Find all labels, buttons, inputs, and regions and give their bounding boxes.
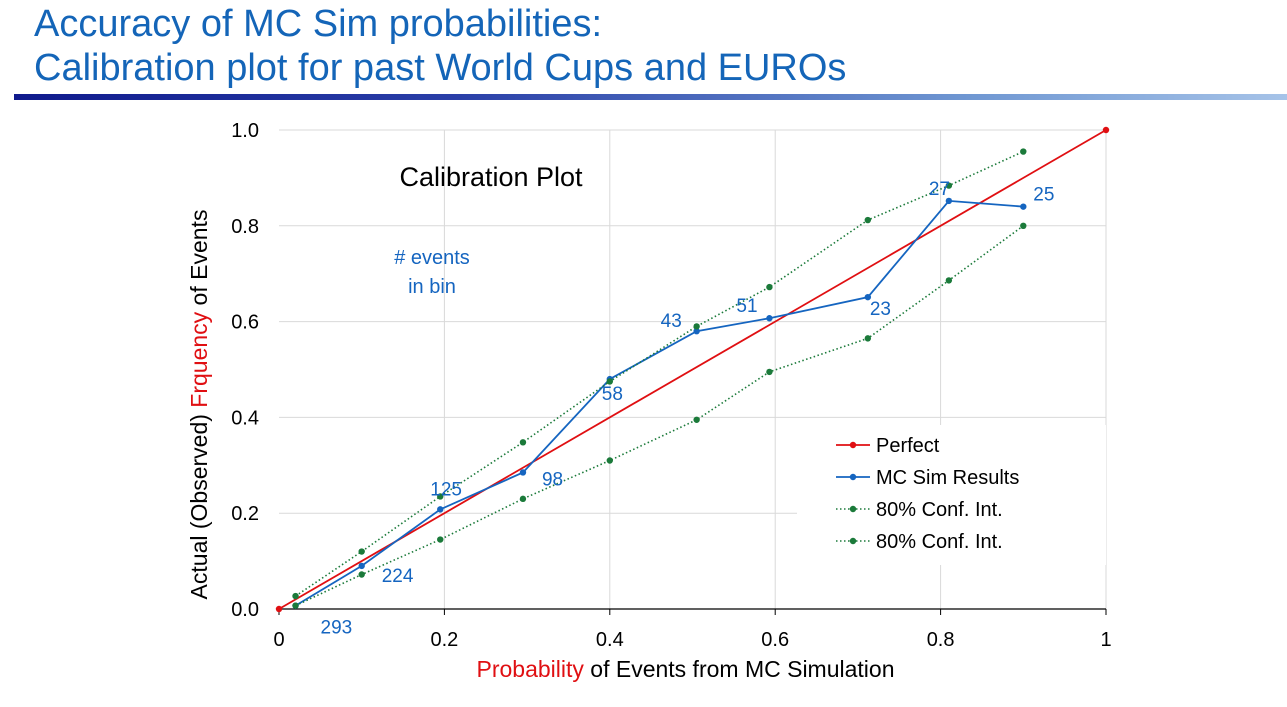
- bin-count-label: 23: [870, 299, 891, 320]
- label-layer: 293 224 125 98 58 43 51 23 27 25: [321, 179, 1055, 639]
- point-mc-sim: [693, 327, 700, 335]
- slide-title-line1: Accuracy of MC Sim probabilities:: [34, 3, 603, 45]
- point-mc-sim: [1020, 203, 1027, 210]
- bin-count-label: 25: [1033, 185, 1054, 206]
- slide-title-line2: Calibration plot for past World Cups and…: [34, 47, 847, 89]
- point-mc-sim: [945, 197, 953, 205]
- y-tick-label: 0.4: [231, 407, 259, 429]
- point-conf-upper: [945, 182, 953, 189]
- point-conf-upper: [693, 323, 700, 330]
- y-axis-label: Actual (Observed) Frquency of Events: [186, 210, 212, 600]
- point-perfect: [1102, 126, 1110, 134]
- point-conf-upper: [292, 592, 299, 600]
- legend-entry-label: MC Sim Results: [876, 467, 1019, 489]
- series-line-conf-upper: [295, 150, 1024, 597]
- point-mc-sim: [519, 469, 527, 476]
- legend-entry-label: 80% Conf. Int.: [876, 499, 1003, 521]
- point-conf-upper: [358, 548, 365, 555]
- point-conf-upper: [519, 439, 527, 446]
- axis-layer: 0 0.2 0.4 0.6 0.8 1 0.0 0.2 0.4 0.6 0.8 1.0 Probabil…: [186, 120, 1112, 682]
- point-mc-sim: [864, 293, 872, 301]
- y-tick-label: 1.0: [231, 120, 259, 142]
- legend-swatch-point: [849, 473, 857, 481]
- point-mc-sim: [358, 562, 365, 570]
- bin-count-label: 27: [929, 179, 950, 200]
- x-tick-label: 0: [273, 629, 284, 651]
- bin-count-label: 224: [382, 566, 414, 587]
- legend-entry-label: 80% Conf. Int.: [876, 531, 1003, 553]
- y-tick-label: 0.2: [231, 503, 259, 525]
- y-tick-label: 0.0: [231, 599, 259, 621]
- point-conf-lower: [1020, 222, 1027, 229]
- x-tick-label: 0.2: [430, 629, 458, 651]
- chart-title: Calibration Plot: [399, 162, 583, 192]
- x-tick-label: 1: [1100, 629, 1111, 651]
- series-line-conf-lower: [295, 225, 1024, 607]
- y-tick-label: 0.6: [231, 312, 259, 334]
- x-tick-label: 0.6: [761, 629, 789, 651]
- point-perfect: [275, 605, 283, 613]
- bin-count-label: 98: [542, 469, 563, 490]
- point-conf-upper: [437, 493, 444, 500]
- y-tick-label: 0.8: [231, 216, 259, 238]
- title-underline: [14, 94, 1287, 100]
- point-conf-lower: [292, 602, 299, 609]
- point-conf-lower: [945, 277, 953, 284]
- point-conf-lower: [693, 416, 700, 423]
- point-conf-lower: [766, 368, 773, 376]
- slide-title: Accuracy of MC Sim probabilities: Calibr…: [34, 2, 846, 90]
- point-conf-upper: [606, 378, 613, 385]
- legend-swatch-point: [849, 537, 857, 545]
- annotation-line2: in bin: [408, 276, 456, 298]
- point-conf-upper: [864, 216, 872, 224]
- bin-count-label: 125: [430, 479, 462, 500]
- legend-entry-label: Perfect: [876, 435, 940, 457]
- point-conf-lower: [358, 571, 365, 578]
- bin-count-label: 43: [661, 311, 682, 332]
- bin-count-label: 51: [736, 296, 757, 317]
- legend: Perfect MC Sim Results 80% Conf. Int. 80% C…: [797, 425, 1106, 565]
- point-conf-lower: [437, 536, 444, 543]
- bin-count-label: 58: [602, 384, 623, 405]
- point-conf-lower: [519, 495, 527, 503]
- legend-swatch-point: [849, 441, 857, 449]
- point-mc-sim: [437, 506, 444, 513]
- bin-count-label: 293: [321, 618, 353, 639]
- series-line-mc-sim: [295, 199, 1024, 607]
- point-conf-lower: [864, 335, 872, 342]
- annotation-line1: # events: [394, 247, 470, 269]
- series-line-perfect: [278, 129, 1107, 610]
- x-tick-label: 0.8: [927, 629, 955, 651]
- x-axis-label: Probability of Events from MC Simulation: [477, 656, 895, 682]
- x-tick-label: 0.4: [596, 629, 624, 651]
- point-conf-lower: [606, 457, 613, 464]
- point-conf-upper: [1020, 148, 1027, 155]
- point-mc-sim: [766, 315, 773, 322]
- point-conf-upper: [766, 283, 773, 291]
- series-layer: [275, 126, 1110, 613]
- legend-swatch-point: [849, 505, 857, 513]
